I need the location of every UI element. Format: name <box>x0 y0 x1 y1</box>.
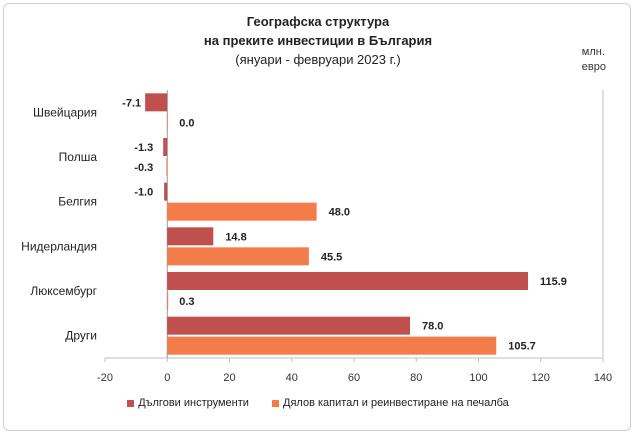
x-tick-label: 100 <box>469 372 487 384</box>
data-label: 115.9 <box>540 276 567 288</box>
legend-swatch-debt <box>127 399 135 407</box>
data-label: 105.7 <box>508 341 536 353</box>
data-label: -1.0 <box>134 187 153 199</box>
bar-equity <box>167 113 168 132</box>
bar-equity <box>166 158 168 176</box>
chart-frame <box>3 3 631 431</box>
bar-debt <box>164 182 168 201</box>
legend-label-equity: Дялов капитал и реинвестиране на печалба <box>283 397 509 409</box>
category-label: Белгия <box>58 195 97 209</box>
chart-title-line-1: Географска структура <box>246 14 390 29</box>
unit-label-line-2: евро <box>581 61 606 73</box>
x-tick-label: -20 <box>97 372 113 384</box>
legend-item-debt: Дългови инструменти <box>127 397 249 409</box>
x-tick-label: 80 <box>410 372 422 384</box>
bar-debt <box>163 138 168 156</box>
data-label: 0.0 <box>179 117 194 129</box>
chart-subtitle: (януари - февруари 2023 г.) <box>235 52 401 67</box>
data-label: 45.5 <box>321 251 342 263</box>
bar-equity <box>167 202 317 221</box>
category-label: Швейцария <box>33 105 97 119</box>
category-label: Други <box>65 329 97 343</box>
x-tick-label: 40 <box>286 372 298 384</box>
unit-label-line-1: млн. <box>581 46 605 58</box>
legend-item-equity: Дялов капитал и реинвестиране на печалба <box>272 397 509 409</box>
legend: Дългови инструменти Дялов капитал и реин… <box>0 397 636 409</box>
bar-debt <box>145 93 168 112</box>
category-label: Нидерландия <box>21 239 97 253</box>
data-label: -7.1 <box>122 97 141 109</box>
bar-debt <box>167 316 411 335</box>
legend-swatch-equity <box>272 399 279 407</box>
legend-label-debt: Дългови инструменти <box>138 397 249 409</box>
x-tick-label: 20 <box>223 372 235 384</box>
data-label: -0.3 <box>134 162 153 174</box>
unit-label: млн. евро <box>582 45 606 75</box>
data-label: 14.8 <box>225 231 246 243</box>
bar-debt <box>167 227 214 246</box>
x-tick-label: 120 <box>532 372 550 384</box>
data-label: 78.0 <box>422 321 443 333</box>
bar-equity <box>167 247 309 266</box>
x-tick-label: 140 <box>594 372 612 384</box>
bar-debt <box>167 272 528 290</box>
data-label: 48.0 <box>329 207 350 219</box>
x-tick-label: 60 <box>348 372 360 384</box>
category-label: Полша <box>59 150 98 164</box>
data-label: -1.3 <box>134 142 153 154</box>
bar-equity <box>167 336 497 355</box>
category-label: Люксембург <box>30 284 97 298</box>
data-label: 0.3 <box>179 296 194 308</box>
chart-title-line-2: на преките инвестиции в България <box>203 33 433 48</box>
bar-equity <box>167 292 169 310</box>
x-tick-label: 0 <box>164 372 170 384</box>
